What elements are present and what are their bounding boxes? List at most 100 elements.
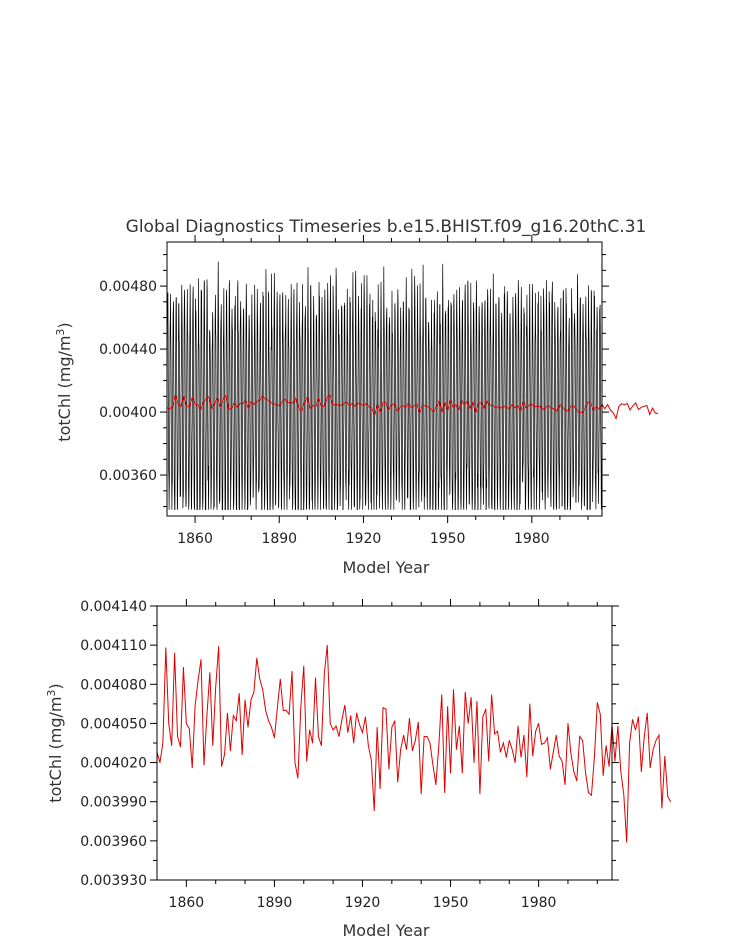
data-point xyxy=(667,796,669,797)
data-point xyxy=(365,716,366,718)
data-point xyxy=(626,841,628,843)
data-point xyxy=(579,736,581,737)
data-point xyxy=(274,737,275,739)
data-point xyxy=(417,721,419,723)
x-tick-label: 1980 xyxy=(521,895,557,911)
data-point xyxy=(599,713,601,715)
data-point xyxy=(329,723,331,724)
data-point xyxy=(373,810,375,812)
data-point xyxy=(232,715,234,716)
data-point xyxy=(488,760,490,762)
data-point xyxy=(526,776,528,778)
data-point xyxy=(394,720,396,722)
y-tick-label: 0.00360 xyxy=(99,468,157,484)
data-point xyxy=(593,756,595,758)
top-panel: 1860 1890 1920 1950 1980 0.00360 0.00400 0.0044… xyxy=(99,235,659,547)
y-tick-label: 0.004080 xyxy=(80,677,147,693)
data-point xyxy=(570,753,572,754)
data-point xyxy=(221,766,222,767)
y-tick-label: 0.004110 xyxy=(80,638,147,654)
data-point xyxy=(191,767,193,769)
top-x-axis-label: Model Year xyxy=(343,558,430,577)
data-point xyxy=(212,745,214,747)
data-point xyxy=(227,712,228,714)
data-point xyxy=(312,742,313,744)
data-point xyxy=(643,736,645,737)
x-tick-label: 1860 xyxy=(169,895,205,911)
y-tick-label: 0.00440 xyxy=(99,342,157,358)
annual-mean-line xyxy=(156,645,672,843)
data-point xyxy=(356,712,358,714)
data-point xyxy=(508,739,510,741)
data-point xyxy=(256,657,258,659)
data-point xyxy=(582,739,584,741)
data-point xyxy=(567,723,569,724)
data-point xyxy=(397,781,399,783)
data-point xyxy=(632,719,633,720)
data-point xyxy=(162,742,164,744)
y-tick-label: 0.00480 xyxy=(99,279,157,295)
annual-mean-line xyxy=(166,393,659,421)
data-point xyxy=(552,751,554,753)
data-point xyxy=(206,715,208,716)
data-point xyxy=(432,764,434,766)
data-point xyxy=(391,726,393,728)
data-point xyxy=(203,764,205,766)
data-point xyxy=(450,772,451,774)
data-point xyxy=(473,762,475,763)
monthly-series-line xyxy=(166,261,603,511)
data-point xyxy=(470,696,472,698)
data-point xyxy=(649,767,651,769)
data-point xyxy=(514,762,516,763)
x-tick-label: 1920 xyxy=(345,895,381,911)
data-point xyxy=(458,725,460,727)
top-y-axis-label: totChl (mg/m3) xyxy=(54,322,74,441)
data-point xyxy=(438,745,440,747)
data-point xyxy=(291,670,293,672)
data-point xyxy=(441,694,443,696)
data-point xyxy=(591,794,592,796)
x-tick-label: 1890 xyxy=(261,531,297,547)
data-point xyxy=(315,677,316,679)
data-point xyxy=(323,673,325,675)
data-point xyxy=(602,775,604,777)
y-tick-label: 0.003930 xyxy=(80,873,147,889)
data-point xyxy=(347,732,349,733)
x-tick-label: 1950 xyxy=(433,895,469,911)
data-point xyxy=(235,720,237,722)
data-point xyxy=(309,729,311,731)
data-point xyxy=(359,724,360,726)
data-point xyxy=(188,728,190,730)
data-point xyxy=(362,732,363,733)
data-point xyxy=(429,742,431,744)
data-point xyxy=(670,801,672,803)
data-point xyxy=(456,749,457,750)
data-point xyxy=(326,644,328,646)
data-point xyxy=(652,749,654,750)
data-point xyxy=(576,780,578,782)
bottom-x-axis-label: Model Year xyxy=(343,921,430,940)
data-point xyxy=(532,755,534,757)
data-point xyxy=(197,679,199,681)
data-point xyxy=(573,771,575,773)
data-point xyxy=(297,777,299,779)
data-point xyxy=(159,762,161,763)
data-point xyxy=(409,717,410,719)
data-point xyxy=(183,666,184,668)
data-point xyxy=(447,706,449,707)
x-tick-label: 1950 xyxy=(430,531,466,547)
y-tick-label: 0.00400 xyxy=(99,405,157,421)
data-point xyxy=(608,766,610,767)
data-point xyxy=(370,759,372,761)
x-tick-label: 1890 xyxy=(257,895,293,911)
data-point xyxy=(406,749,407,750)
data-point xyxy=(479,793,481,795)
bottom-panel: 1860 1890 1920 1950 1980 0.003930 0.003960 0.00… xyxy=(80,599,672,911)
data-point xyxy=(194,704,196,706)
data-point xyxy=(655,739,657,741)
data-point xyxy=(500,751,501,753)
data-point xyxy=(461,772,463,774)
data-point xyxy=(215,686,217,688)
data-point xyxy=(271,726,272,728)
data-point xyxy=(588,792,589,793)
